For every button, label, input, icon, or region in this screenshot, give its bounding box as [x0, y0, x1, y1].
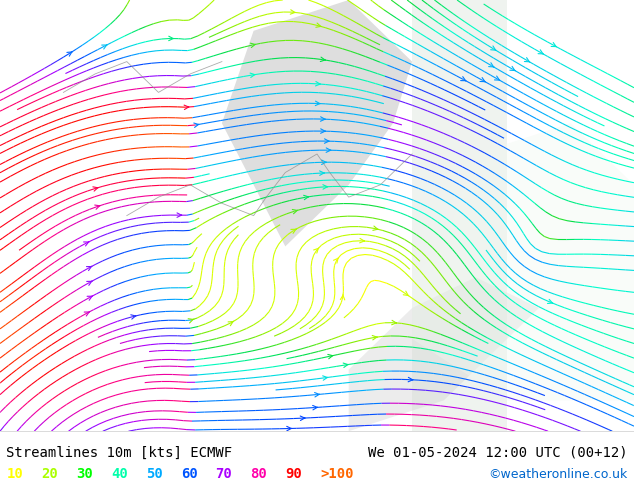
FancyArrowPatch shape [316, 81, 320, 86]
FancyArrowPatch shape [315, 101, 320, 106]
FancyArrowPatch shape [67, 51, 72, 56]
FancyArrowPatch shape [313, 405, 318, 410]
FancyArrowPatch shape [292, 210, 297, 214]
FancyArrowPatch shape [461, 76, 466, 81]
FancyArrowPatch shape [480, 77, 486, 82]
Text: 30: 30 [76, 467, 93, 481]
FancyArrowPatch shape [321, 160, 327, 165]
FancyArrowPatch shape [489, 63, 494, 67]
FancyArrowPatch shape [326, 148, 331, 152]
FancyArrowPatch shape [340, 294, 345, 300]
Text: 40: 40 [111, 467, 127, 481]
Polygon shape [412, 123, 634, 400]
FancyArrowPatch shape [328, 354, 333, 359]
FancyArrowPatch shape [169, 36, 174, 41]
FancyArrowPatch shape [177, 213, 182, 218]
Text: 60: 60 [181, 467, 197, 481]
FancyArrowPatch shape [84, 242, 89, 246]
FancyArrowPatch shape [131, 315, 136, 319]
Text: 20: 20 [41, 467, 58, 481]
FancyArrowPatch shape [250, 73, 255, 77]
FancyArrowPatch shape [320, 171, 324, 175]
Text: >100: >100 [320, 467, 354, 481]
FancyArrowPatch shape [333, 258, 339, 263]
FancyArrowPatch shape [343, 363, 348, 368]
FancyArrowPatch shape [538, 50, 543, 54]
FancyArrowPatch shape [101, 45, 107, 49]
FancyArrowPatch shape [403, 291, 409, 296]
FancyArrowPatch shape [325, 139, 329, 143]
Text: ©weatheronline.co.uk: ©weatheronline.co.uk [488, 468, 628, 481]
FancyArrowPatch shape [510, 66, 515, 71]
FancyArrowPatch shape [373, 226, 378, 230]
FancyArrowPatch shape [86, 266, 92, 270]
FancyArrowPatch shape [495, 76, 500, 80]
Polygon shape [222, 0, 412, 246]
FancyArrowPatch shape [194, 123, 199, 127]
FancyArrowPatch shape [321, 129, 325, 133]
Text: 90: 90 [285, 467, 302, 481]
FancyArrowPatch shape [372, 336, 377, 340]
FancyArrowPatch shape [314, 248, 319, 253]
FancyArrowPatch shape [291, 229, 296, 233]
FancyArrowPatch shape [359, 239, 365, 243]
Polygon shape [349, 277, 539, 431]
FancyArrowPatch shape [84, 312, 89, 316]
FancyArrowPatch shape [551, 43, 557, 47]
FancyArrowPatch shape [323, 376, 328, 380]
FancyArrowPatch shape [188, 318, 194, 323]
FancyArrowPatch shape [314, 392, 320, 397]
FancyArrowPatch shape [290, 10, 295, 14]
FancyArrowPatch shape [93, 187, 98, 191]
Text: Streamlines 10m [kts] ECMWF: Streamlines 10m [kts] ECMWF [6, 446, 233, 460]
FancyArrowPatch shape [304, 196, 309, 200]
FancyArrowPatch shape [548, 299, 553, 303]
FancyBboxPatch shape [412, 0, 507, 431]
FancyArrowPatch shape [524, 58, 530, 62]
FancyArrowPatch shape [491, 46, 496, 50]
FancyArrowPatch shape [184, 105, 189, 110]
FancyArrowPatch shape [320, 117, 325, 121]
Text: We 01-05-2024 12:00 UTC (00+12): We 01-05-2024 12:00 UTC (00+12) [368, 446, 628, 460]
FancyArrowPatch shape [301, 416, 305, 420]
FancyArrowPatch shape [228, 321, 233, 326]
Text: 70: 70 [216, 467, 232, 481]
Text: 50: 50 [146, 467, 162, 481]
Text: 80: 80 [250, 467, 267, 481]
FancyArrowPatch shape [408, 377, 413, 382]
FancyArrowPatch shape [250, 43, 256, 48]
FancyArrowPatch shape [392, 320, 396, 325]
Text: 10: 10 [6, 467, 23, 481]
FancyArrowPatch shape [287, 426, 292, 431]
FancyArrowPatch shape [320, 57, 325, 62]
FancyArrowPatch shape [87, 296, 93, 300]
FancyArrowPatch shape [316, 23, 321, 27]
FancyArrowPatch shape [323, 185, 328, 189]
FancyArrowPatch shape [94, 205, 100, 209]
FancyArrowPatch shape [87, 281, 92, 285]
